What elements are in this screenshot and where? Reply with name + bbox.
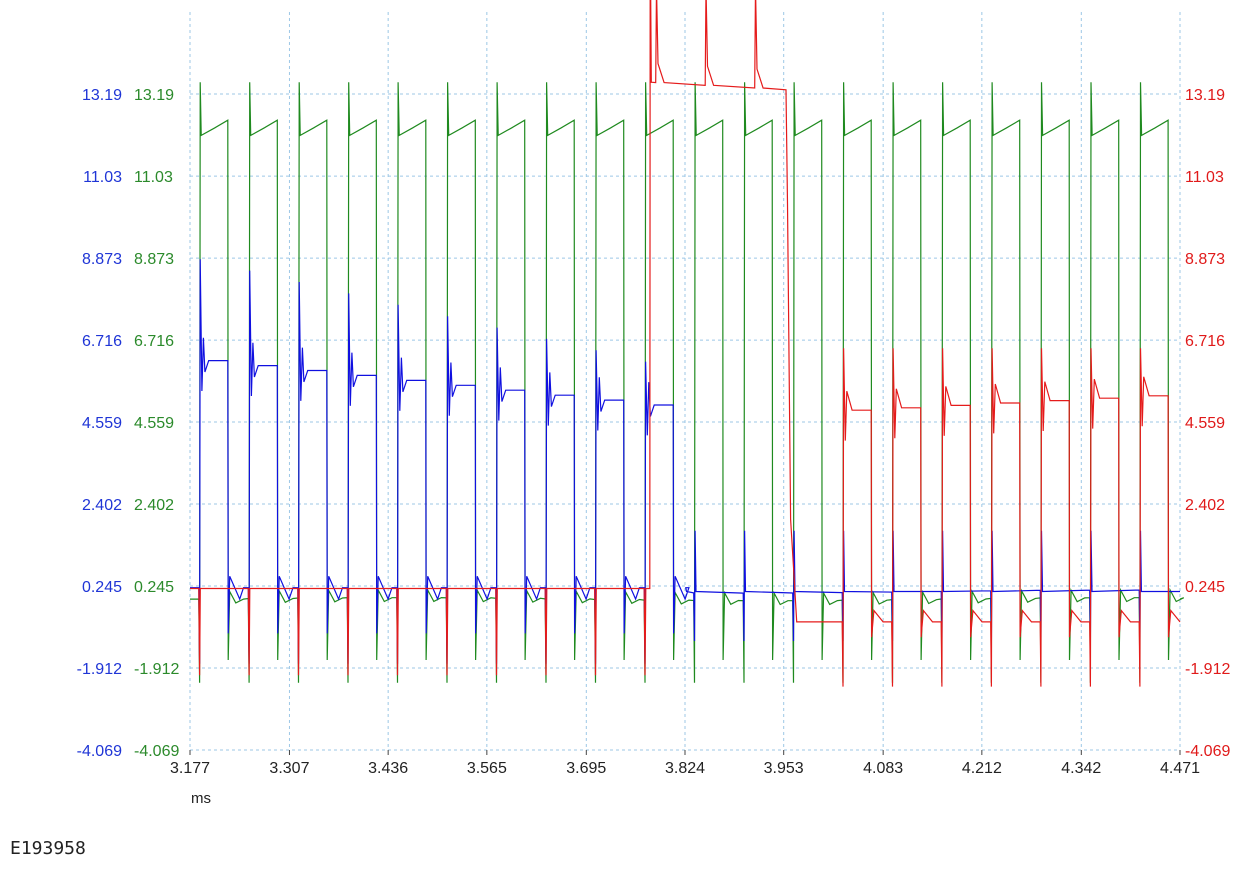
x-tick-label-7: 4.083 [863, 760, 903, 777]
y-tick-label-green-4: 4.559 [134, 415, 174, 432]
y-tick-label-blue-7: -1.912 [77, 661, 122, 678]
y-tick-label-green-2: 8.873 [134, 251, 174, 268]
x-tick-label-2: 3.436 [368, 760, 408, 777]
y-tick-label-green-0: 13.19 [134, 87, 174, 104]
y-tick-label-red-5: 2.402 [1185, 497, 1225, 514]
y-tick-label-green-6: 0.245 [134, 579, 174, 596]
trace-red [190, 0, 1181, 687]
oscilloscope-chart: 3.177 3.307 3.436 3.565 3.695 3.824 3.953 4.083… [77, 0, 1231, 807]
y-tick-label-blue-1: 11.03 [83, 169, 122, 186]
y-tick-label-red-0: 13.19 [1185, 87, 1225, 104]
x-tick-label-6: 3.953 [764, 760, 804, 777]
y-tick-label-blue-5: 2.402 [82, 497, 122, 514]
x-tick-label-10: 4.471 [1160, 760, 1200, 777]
y-tick-label-green-3: 6.716 [134, 333, 174, 350]
x-tick-label-8: 4.212 [962, 760, 1002, 777]
y-tick-label-green-5: 2.402 [134, 497, 174, 514]
x-tick-label-0: 3.177 [170, 760, 210, 777]
x-axis-label: ms [191, 790, 211, 807]
y-tick-label-red-1: 11.03 [1185, 169, 1224, 186]
y-tick-label-blue-4: 4.559 [82, 415, 122, 432]
x-tick-label-3: 3.565 [467, 760, 507, 777]
y-tick-label-red-7: -1.912 [1185, 661, 1230, 678]
x-tick-label-5: 3.824 [665, 760, 705, 777]
y-tick-label-green-7: -1.912 [134, 661, 179, 678]
x-tick-label-4: 3.695 [566, 760, 606, 777]
tick-labels: 3.177 3.307 3.436 3.565 3.695 3.824 3.953 4.083… [77, 87, 1231, 807]
y-tick-label-blue-6: 0.245 [82, 579, 122, 596]
y-tick-label-red-8: -4.069 [1185, 743, 1230, 760]
y-tick-label-green-8: -4.069 [134, 743, 179, 760]
x-tick-label-1: 3.307 [269, 760, 309, 777]
y-tick-label-blue-3: 6.716 [82, 333, 122, 350]
y-tick-label-red-2: 8.873 [1185, 251, 1225, 268]
x-tick-label-9: 4.342 [1061, 760, 1101, 777]
grid-lines [189, 12, 1181, 751]
y-tick-label-blue-2: 8.873 [82, 251, 122, 268]
figure-code: E193958 [10, 838, 86, 859]
y-tick-label-red-3: 6.716 [1185, 333, 1225, 350]
y-tick-label-blue-8: -4.069 [77, 743, 122, 760]
y-tick-label-red-4: 4.559 [1185, 415, 1225, 432]
y-tick-label-green-1: 11.03 [134, 169, 173, 186]
y-tick-label-blue-0: 13.19 [82, 87, 122, 104]
y-tick-label-red-6: 0.245 [1185, 579, 1225, 596]
traces [190, 0, 1185, 687]
